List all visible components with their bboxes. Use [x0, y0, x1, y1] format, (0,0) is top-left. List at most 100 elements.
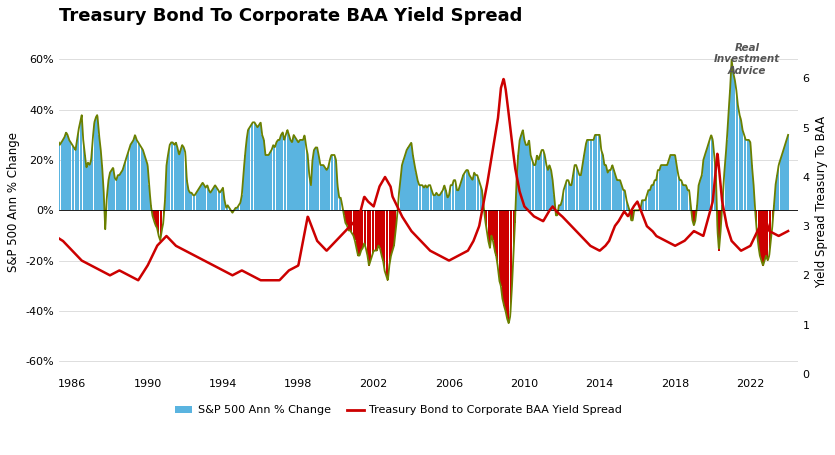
Bar [61, 142, 62, 210]
Bar [766, 210, 767, 256]
Bar [120, 172, 122, 210]
Bar [596, 135, 597, 210]
Bar [180, 150, 181, 210]
Bar [197, 190, 199, 210]
Bar [163, 210, 164, 223]
Bar [650, 185, 652, 210]
Bar [666, 165, 668, 210]
Bar [417, 180, 418, 210]
Bar [95, 117, 97, 210]
Bar [259, 125, 260, 210]
Bar [411, 142, 412, 210]
Bar [284, 140, 285, 210]
Bar [86, 167, 87, 210]
Bar [147, 165, 149, 210]
Bar [161, 210, 163, 230]
Bar [386, 210, 387, 276]
Bar [516, 180, 517, 210]
Bar [128, 150, 129, 210]
Bar [447, 198, 448, 210]
Bar [453, 180, 454, 210]
Bar [546, 165, 547, 210]
Bar [78, 130, 79, 210]
Bar [222, 188, 224, 210]
Bar [379, 210, 381, 248]
Bar [787, 135, 789, 210]
Bar [425, 185, 426, 210]
Bar [575, 165, 577, 210]
Bar [415, 172, 417, 210]
Bar [122, 170, 124, 210]
Bar [580, 175, 581, 210]
Bar [229, 208, 230, 210]
Bar [670, 155, 671, 210]
Bar [265, 155, 266, 210]
Bar [431, 190, 433, 210]
Bar [762, 210, 764, 266]
Bar [79, 122, 81, 210]
Bar [296, 140, 297, 210]
Bar [702, 160, 704, 210]
Bar [764, 210, 765, 261]
Bar [277, 140, 279, 210]
Bar [448, 195, 450, 210]
Bar [743, 135, 745, 210]
Bar [741, 130, 743, 210]
Bar [240, 203, 241, 210]
Bar [591, 140, 593, 210]
Bar [325, 167, 326, 210]
Bar [599, 135, 600, 210]
Bar [397, 210, 398, 215]
Bar [245, 140, 247, 210]
Bar [777, 175, 778, 210]
Bar [610, 170, 611, 210]
Bar [718, 210, 720, 251]
Bar [361, 210, 362, 251]
Bar [402, 160, 404, 210]
Bar [199, 188, 200, 210]
Bar [750, 142, 752, 210]
Bar [654, 180, 655, 210]
Bar [623, 190, 624, 210]
Bar [427, 188, 428, 210]
Bar [181, 145, 183, 210]
Bar [726, 140, 727, 210]
Bar [186, 180, 188, 210]
Bar [72, 145, 73, 210]
Bar [368, 210, 370, 266]
Bar [390, 210, 392, 256]
Bar [194, 195, 195, 210]
Bar [557, 210, 558, 215]
Bar [337, 185, 338, 210]
Bar [612, 165, 613, 210]
Bar [185, 152, 186, 210]
Bar [502, 210, 503, 298]
Bar [582, 165, 583, 210]
Bar [208, 190, 210, 210]
Bar [443, 185, 445, 210]
Bar [211, 190, 213, 210]
Bar [586, 140, 588, 210]
Bar [778, 165, 779, 210]
Bar [227, 205, 229, 210]
Bar [193, 195, 194, 210]
Bar [673, 155, 674, 210]
Bar [108, 180, 109, 210]
Bar [498, 210, 500, 281]
Bar [219, 193, 220, 210]
Bar [367, 210, 368, 256]
Bar [519, 140, 520, 210]
Bar [282, 132, 283, 210]
Bar [615, 175, 616, 210]
Bar [92, 140, 94, 210]
Bar [456, 190, 458, 210]
Bar [725, 160, 726, 210]
Bar [544, 155, 545, 210]
Bar [495, 210, 497, 256]
Bar [720, 210, 721, 230]
Bar [506, 210, 508, 318]
Bar [734, 80, 736, 210]
Bar [691, 210, 693, 220]
Bar [302, 140, 304, 210]
Bar [505, 210, 506, 311]
